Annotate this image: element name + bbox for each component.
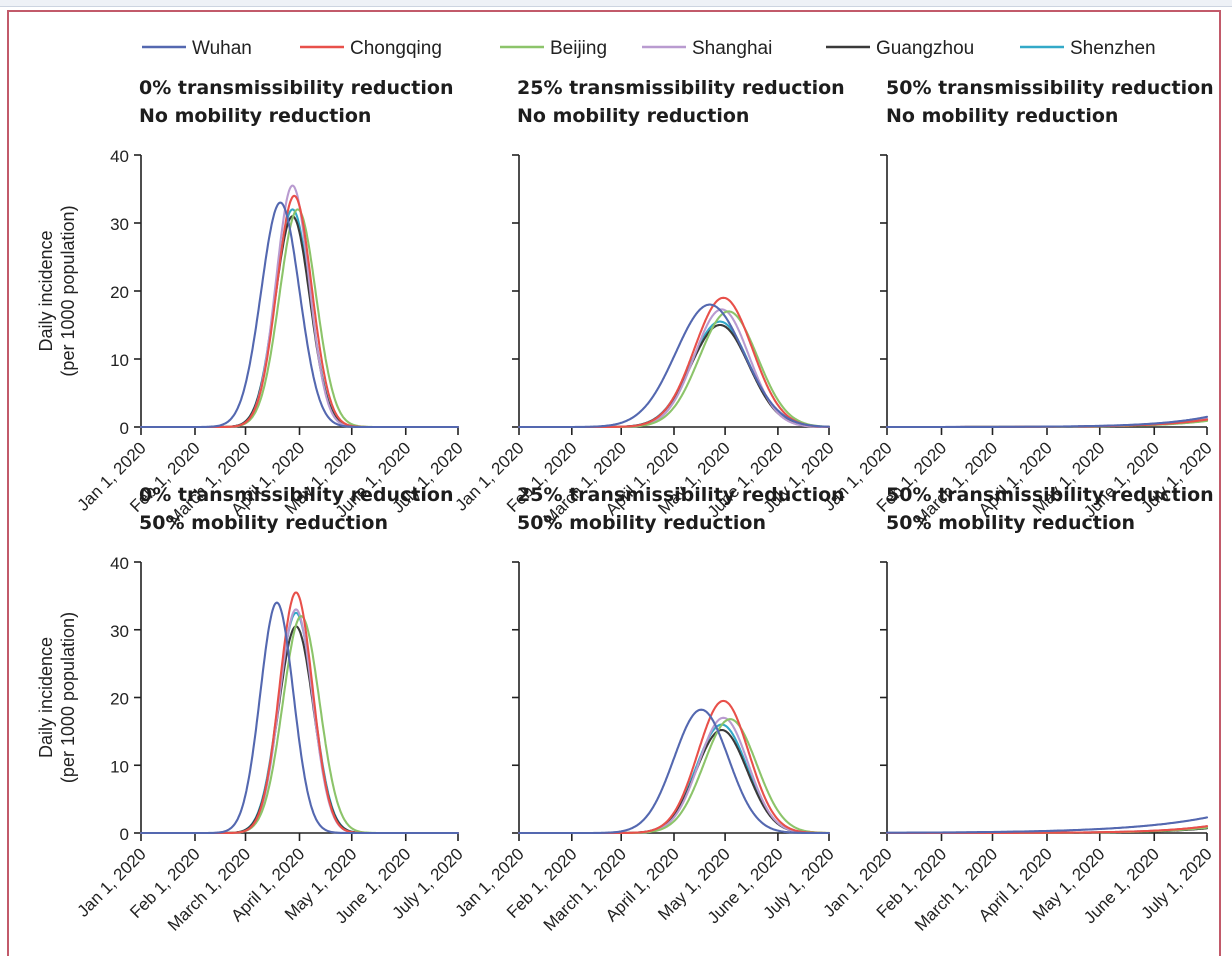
y-axis-label: Daily incidence (per 1000 population) xyxy=(36,205,78,376)
y-axis-label-line2: (per 1000 population) xyxy=(58,205,78,376)
y-axis-label-line1: Daily incidence xyxy=(36,637,56,758)
panel-title: 25% transmissibility reduction xyxy=(517,484,845,506)
chart-panel: 50% transmissibility reduction 50% mobili… xyxy=(820,484,1216,935)
panel-subtitle: 50% mobility reduction xyxy=(139,512,388,534)
chart-panel: 50% transmissibility reduction No mobilit… xyxy=(820,77,1216,529)
legend-item: Chongqing xyxy=(300,38,442,59)
y-axis-label: Daily incidence (per 1000 population) xyxy=(36,612,78,783)
series-line-wuhan xyxy=(517,303,831,429)
panel-subtitle: No mobility reduction xyxy=(139,105,371,127)
legend-label: Beijing xyxy=(550,38,607,59)
y-tick-label: 10 xyxy=(110,757,129,776)
panel-subtitle: 50% mobility reduction xyxy=(886,512,1135,534)
legend-label: Shenzhen xyxy=(1070,38,1156,59)
series-line-guangzhou xyxy=(139,215,460,429)
y-tick-label: 0 xyxy=(120,825,129,844)
y-tick-label: 40 xyxy=(110,147,129,166)
chart-panels: 0% transmissibility reduction No mobility… xyxy=(36,77,1216,935)
legend-label: Wuhan xyxy=(192,38,252,59)
series-line-wuhan xyxy=(517,708,831,835)
panel-subtitle: 50% mobility reduction xyxy=(517,512,766,534)
panel-title: 0% transmissibility reduction xyxy=(139,484,453,506)
legend-item: Beijing xyxy=(500,38,607,59)
series-line-wuhan xyxy=(885,816,1209,834)
series-line-chongqing xyxy=(517,699,831,835)
chart-panel: 25% transmissibility reduction No mobilit… xyxy=(452,77,845,529)
chart-panel: 25% transmissibility reduction 50% mobili… xyxy=(452,484,845,935)
series-line-shenzhen xyxy=(139,611,460,835)
chart-panel: 0% transmissibility reduction 50% mobilit… xyxy=(36,484,467,935)
legend-label: Shanghai xyxy=(692,38,772,59)
legend-label: Guangzhou xyxy=(876,38,974,59)
y-tick-label: 10 xyxy=(110,351,129,370)
panel-subtitle: No mobility reduction xyxy=(886,105,1118,127)
figure-frame xyxy=(7,10,1221,956)
y-tick-label: 30 xyxy=(110,215,129,234)
series-line-shanghai xyxy=(139,608,460,835)
legend: Wuhan Chongqing Beijing Shanghai Guangzhou Sh… xyxy=(142,38,1156,59)
legend-label: Chongqing xyxy=(350,38,442,59)
series-line-guangzhou xyxy=(139,625,460,835)
panel-subtitle: No mobility reduction xyxy=(517,105,749,127)
series-line-wuhan xyxy=(885,415,1209,429)
panel-title: 50% transmissibility reduction xyxy=(886,484,1214,506)
top-bar xyxy=(0,0,1232,7)
legend-item: Wuhan xyxy=(142,38,252,59)
series-line-beijing xyxy=(139,208,460,429)
legend-item: Shenzhen xyxy=(1020,38,1156,59)
y-tick-label: 30 xyxy=(110,622,129,641)
y-tick-label: 40 xyxy=(110,554,129,573)
series-line-wuhan xyxy=(139,601,460,835)
panel-title: 50% transmissibility reduction xyxy=(886,77,1214,99)
panel-title: 0% transmissibility reduction xyxy=(139,77,453,99)
series-line-beijing xyxy=(139,615,460,835)
y-tick-label: 20 xyxy=(110,283,129,302)
legend-item: Shanghai xyxy=(642,38,772,59)
series-line-wuhan xyxy=(139,201,460,429)
y-axis-label-line1: Daily incidence xyxy=(36,230,56,351)
panel-title: 25% transmissibility reduction xyxy=(517,77,845,99)
y-tick-label: 0 xyxy=(120,419,129,438)
chart-panel: 0% transmissibility reduction No mobility… xyxy=(36,77,467,529)
y-axis-label-line2: (per 1000 population) xyxy=(58,612,78,783)
series-line-shenzhen xyxy=(139,208,460,429)
y-tick-label: 20 xyxy=(110,690,129,709)
legend-item: Guangzhou xyxy=(826,38,974,59)
